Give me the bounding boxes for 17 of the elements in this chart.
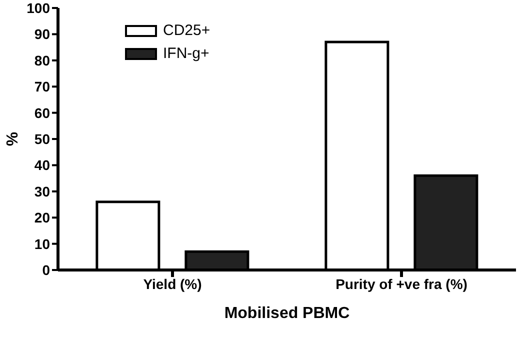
y-tick-label: 90 xyxy=(34,26,50,42)
y-tick-label: 40 xyxy=(34,157,50,174)
y-tick-label: 50 xyxy=(34,130,50,147)
y-tick-label: 80 xyxy=(34,52,50,68)
x-axis-title: Mobilised PBMC xyxy=(224,305,350,322)
legend-label: CD25+ xyxy=(163,22,210,39)
x-tick-label: Yield (%) xyxy=(143,276,202,292)
y-axis-title: % xyxy=(4,132,22,146)
y-tick-label: 20 xyxy=(34,210,50,226)
y-tick-label: 100 xyxy=(26,0,50,16)
y-tick-label: 0 xyxy=(42,262,50,278)
y-tick-label: 60 xyxy=(34,104,50,121)
legend-label: IFN-g+ xyxy=(163,45,210,62)
y-tick-label: 70 xyxy=(34,78,50,95)
x-tick-label: Purity of +ve fra (%) xyxy=(336,276,468,292)
y-tick-label: 30 xyxy=(34,183,50,200)
y-tick-label: 10 xyxy=(34,236,50,252)
